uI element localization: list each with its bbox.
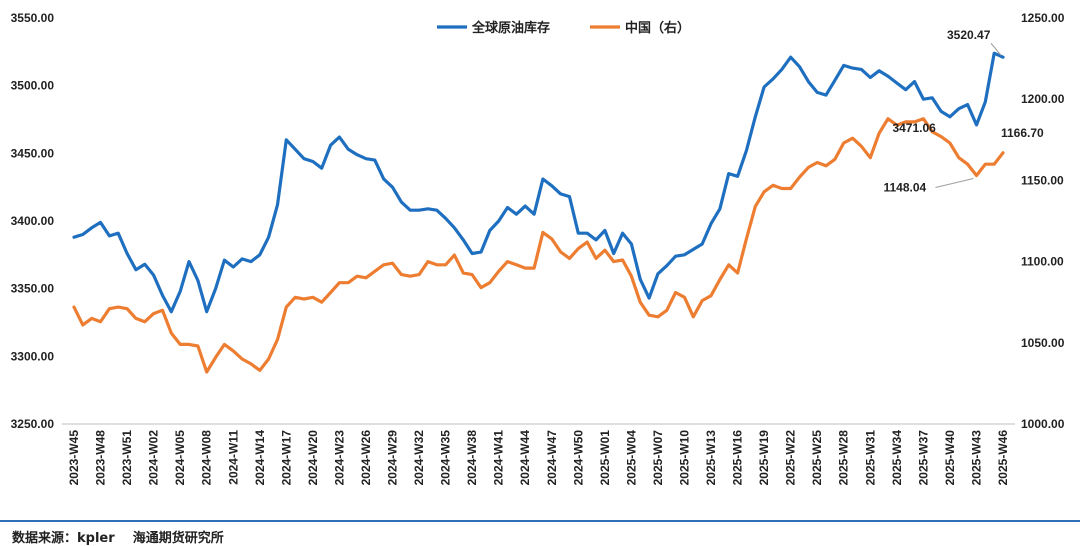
data-label-leader (990, 42, 1002, 56)
x-tick-label: 2025-W37 (916, 430, 930, 486)
x-tick-label: 2025-W01 (598, 430, 612, 486)
series-line-global-inventory (72, 51, 1005, 314)
x-tick-label: 2025-W19 (757, 430, 771, 486)
x-tick-label: 2025-W28 (837, 430, 851, 486)
x-tick-label: 2025-W13 (704, 430, 718, 486)
x-tick-label: 2024-W08 (200, 430, 214, 486)
y-right-tick-label: 1200.00 (1021, 92, 1065, 106)
y-left-tick-label: 3400.00 (11, 214, 55, 228)
legend-label: 全球原油库存 (471, 20, 550, 36)
x-tick-label: 2025-W10 (677, 430, 691, 486)
y-left-tick-label: 3300.00 (11, 349, 55, 363)
y-right-tick-label: 1250.00 (1021, 11, 1065, 25)
legend: 全球原油库存 中国（右） (437, 20, 690, 36)
footer-divider (0, 520, 1080, 522)
chart: 3250.00 3300.00 3350.00 3400.00 3450.00 3500.… (11, 11, 1065, 485)
legend-label: 中国（右） (625, 20, 690, 36)
y-right-tick-label: 1000.00 (1021, 417, 1065, 431)
x-tick-label: 2025-W04 (624, 430, 638, 486)
y-right-tick-label: 1150.00 (1021, 173, 1064, 187)
x-tick-label: 2025-W43 (969, 430, 983, 486)
x-tick-label: 2025-W22 (784, 430, 798, 486)
x-tick-label: 2024-W26 (359, 430, 373, 486)
x-tick-label: 2024-W35 (439, 430, 453, 486)
x-tick-label: 2024-W47 (545, 430, 559, 486)
annotations: 3520.47 3471.06 1166.70 1148.04 (883, 28, 1044, 194)
x-tick-label: 2025-W31 (863, 430, 877, 486)
x-tick-label: 2024-W50 (571, 430, 585, 486)
y-right-tick-label: 1050.00 (1021, 336, 1065, 350)
y-left-tick-label: 3250.00 (11, 417, 55, 431)
source-note: 数据来源：kpler 海通期货研究所 (12, 531, 224, 546)
axes: 3250.00 3300.00 3350.00 3400.00 3450.00 3500.… (11, 11, 1065, 485)
data-label: 1166.70 (1001, 126, 1044, 140)
x-tick-label: 2024-W41 (492, 430, 506, 486)
x-tick-label: 2025-W16 (731, 430, 745, 486)
series-line-china (72, 117, 1005, 374)
y-left-tick-label: 3350.00 (11, 282, 55, 296)
series-layer (72, 51, 1005, 374)
y-left-tick-label: 3450.00 (11, 146, 55, 160)
y-left-tick-label: 3550.00 (11, 11, 55, 25)
x-tick-label: 2025-W07 (651, 430, 665, 486)
x-tick-label: 2024-W17 (279, 430, 293, 486)
x-tick-label: 2024-W38 (465, 430, 479, 486)
data-label-leader (935, 178, 974, 189)
data-label: 3520.47 (947, 28, 991, 42)
x-tick-label: 2025-W25 (810, 430, 824, 486)
x-tick-label: 2024-W11 (226, 430, 240, 485)
x-tick-label: 2024-W23 (332, 430, 346, 486)
y-left-tick-label: 3500.00 (11, 79, 55, 93)
x-tick-label: 2024-W32 (412, 430, 426, 486)
y-right-tick-label: 1100.00 (1021, 255, 1064, 269)
data-label: 3471.06 (892, 121, 936, 135)
x-tick-label: 2025-W46 (996, 430, 1010, 486)
x-tick-label: 2024-W14 (253, 430, 267, 486)
data-label: 1148.04 (883, 181, 926, 195)
x-tick-label: 2023-W48 (94, 430, 108, 486)
x-tick-label: 2024-W05 (173, 430, 187, 486)
x-tick-label: 2025-W40 (943, 430, 957, 486)
x-tick-label: 2024-W02 (147, 430, 161, 486)
x-tick-label: 2024-W29 (386, 430, 400, 486)
x-tick-label: 2024-W20 (306, 430, 320, 486)
x-tick-label: 2025-W34 (890, 430, 904, 486)
x-tick-label: 2023-W51 (120, 430, 134, 486)
x-tick-label: 2024-W44 (518, 430, 532, 486)
x-tick-label: 2023-W45 (67, 430, 81, 486)
